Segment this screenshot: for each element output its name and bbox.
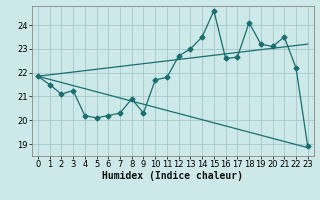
X-axis label: Humidex (Indice chaleur): Humidex (Indice chaleur) xyxy=(102,171,243,181)
